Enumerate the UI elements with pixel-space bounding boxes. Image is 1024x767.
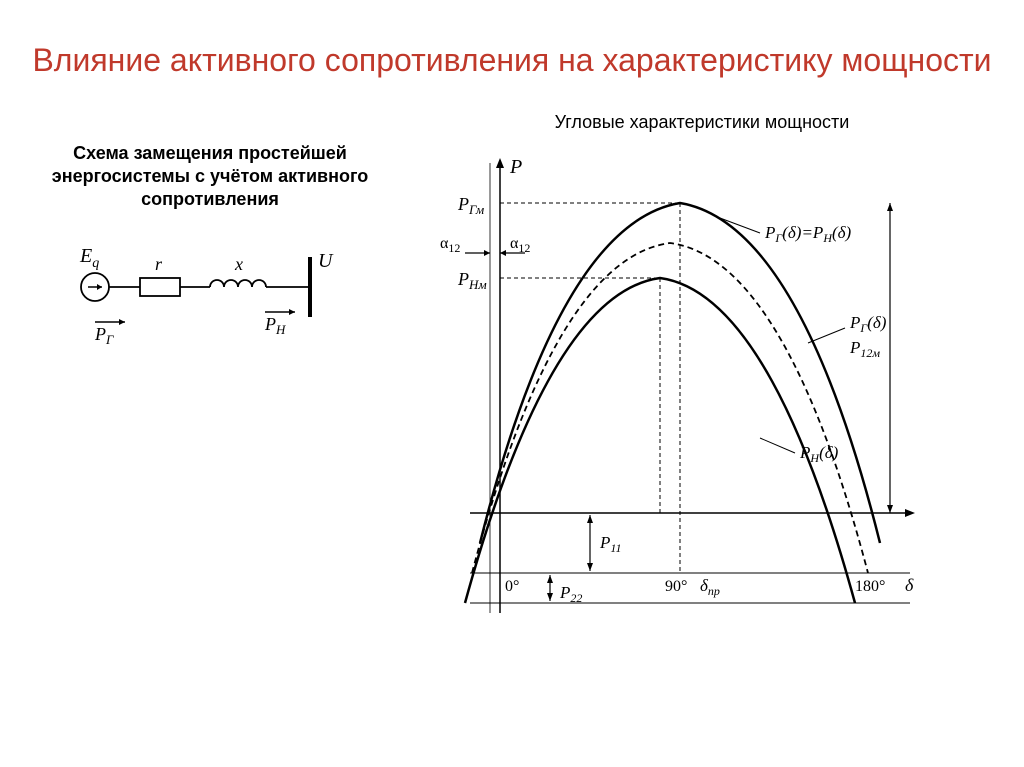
power-angle-chart: P PГм — [410, 143, 930, 623]
circuit-diagram: Eq r x U PГ — [70, 232, 350, 352]
svg-text:90°: 90° — [665, 578, 687, 595]
content-row: Схема замещения простейшей энергосистемы… — [30, 112, 994, 623]
svg-text:PН: PН — [264, 314, 286, 337]
svg-text:PН(δ): PН(δ) — [799, 443, 839, 465]
svg-text:0°: 0° — [505, 578, 519, 595]
svg-text:α12: α12 — [510, 235, 530, 255]
svg-text:180°: 180° — [855, 578, 885, 595]
svg-text:PГ: PГ — [94, 324, 114, 347]
svg-text:PГ(δ): PГ(δ) — [849, 313, 887, 335]
circuit-subtitle: Схема замещения простейшей энергосистемы… — [30, 142, 390, 212]
svg-text:P11: P11 — [599, 533, 622, 555]
page-title: Влияние активного сопротивления на харак… — [30, 40, 994, 82]
svg-text:x: x — [234, 254, 243, 274]
left-column: Схема замещения простейшей энергосистемы… — [30, 112, 390, 623]
svg-text:P22: P22 — [559, 583, 582, 605]
svg-text:α12: α12 — [440, 235, 460, 255]
chart-subtitle: Угловые характеристики мощности — [410, 112, 994, 133]
svg-text:δ: δ — [905, 575, 914, 595]
svg-text:P12м: P12м — [849, 338, 880, 360]
svg-text:PГм: PГм — [457, 194, 484, 217]
svg-text:Eq: Eq — [79, 245, 99, 271]
svg-text:P: P — [509, 156, 522, 178]
svg-text:U: U — [318, 250, 334, 272]
svg-text:PНм: PНм — [457, 269, 487, 292]
svg-text:δпр: δпр — [700, 576, 720, 598]
svg-text:PГ(δ)=PН(δ): PГ(δ)=PН(δ) — [764, 223, 852, 245]
right-column: Угловые характеристики мощности P — [410, 112, 994, 623]
svg-text:r: r — [155, 254, 163, 274]
